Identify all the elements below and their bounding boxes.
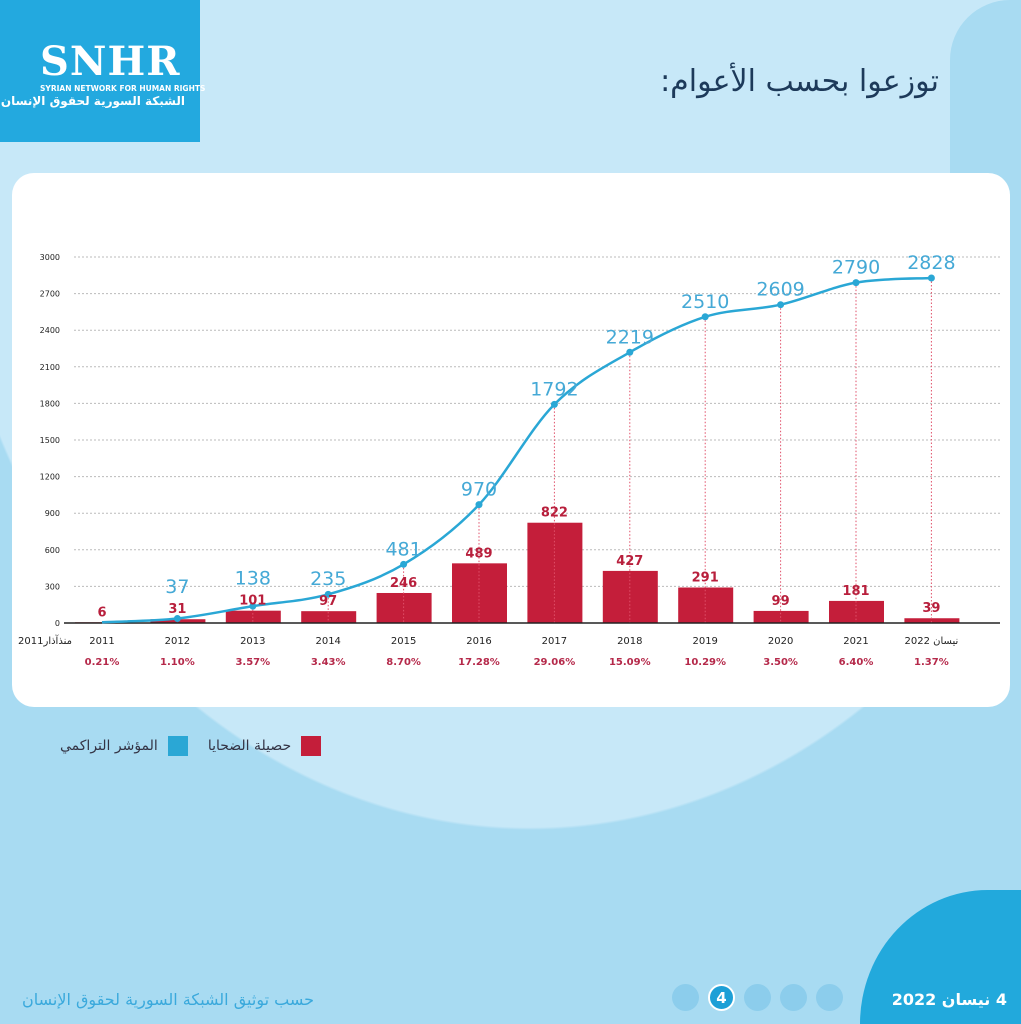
- legend: حصيلة الضحايا المؤشر التراكمي: [60, 736, 322, 756]
- bar-value-label: 6: [97, 605, 106, 620]
- line-value-label: 37: [165, 576, 189, 598]
- bar-value-label: 427: [616, 554, 643, 569]
- bar-value-label: 39: [922, 601, 940, 616]
- y-tick-label: 1800: [40, 399, 60, 408]
- x-tick-label: 2020: [768, 636, 793, 647]
- bar-value-label: 101: [239, 594, 266, 609]
- chart-card: 0 300 600 900 1200 1500 1800 2100 2400 2700 3000 37…: [12, 173, 1010, 707]
- line-value-label: 2510: [681, 291, 729, 313]
- line-value-label: 2609: [756, 279, 804, 301]
- line-point: [550, 400, 558, 408]
- percent-label: 10.29%: [684, 657, 726, 668]
- page-dot[interactable]: [672, 984, 699, 1011]
- bar-value-label: 31: [168, 602, 186, 617]
- bar-value-label: 97: [319, 594, 337, 609]
- x-tick-label: 2021: [843, 636, 868, 647]
- cumulative-line: [101, 276, 932, 624]
- bar-value-label: 246: [390, 576, 417, 591]
- line-point: [852, 279, 860, 287]
- percent-label: 3.50%: [763, 657, 798, 668]
- page-title: توزعوا بحسب الأعوام:: [660, 64, 939, 99]
- x-tick-label: 2011: [89, 636, 114, 647]
- bar: [904, 618, 960, 623]
- y-tick-label: 3000: [40, 253, 60, 262]
- y-tick-label: 2100: [40, 363, 60, 372]
- percent-label: 17.28%: [458, 657, 500, 668]
- line-point: [173, 614, 181, 622]
- percent-label: 0.21%: [85, 657, 120, 668]
- line-point: [777, 301, 785, 309]
- y-tick-label: 2400: [40, 326, 60, 335]
- y-tick-label: 2700: [40, 290, 60, 299]
- page-dot-active[interactable]: 4: [708, 984, 735, 1011]
- chart: 0 300 600 900 1200 1500 1800 2100 2400 2700 3000 37…: [18, 252, 1000, 668]
- legend-item-line: المؤشر التراكمي: [60, 736, 188, 756]
- legend-label: حصيلة الضحايا: [207, 738, 292, 754]
- y-tick-label: 300: [45, 582, 60, 591]
- y-tick-label: 900: [45, 509, 60, 518]
- legend-swatch-blue: [167, 736, 188, 756]
- y-tick-label: 0: [55, 619, 60, 628]
- percent-label: 6.40%: [839, 657, 874, 668]
- line-value-label: 481: [385, 538, 421, 560]
- bar-value-label: 99: [772, 594, 790, 609]
- logo-english: SYRIAN NETWORK FOR HUMAN RIGHTS: [40, 84, 206, 93]
- percent-label: 3.43%: [311, 657, 346, 668]
- percent-label: 8.70%: [386, 657, 421, 668]
- line-value-label: 970: [461, 479, 497, 501]
- bar-value-label: 822: [541, 506, 568, 521]
- footer-source: حسب توثيق الشبكة السورية لحقوق الإنسان: [22, 990, 314, 1009]
- page-dot[interactable]: [816, 984, 843, 1011]
- x-tick-label: 2019: [692, 636, 717, 647]
- legend-item-bars: حصيلة الضحايا: [207, 736, 322, 756]
- y-tick-label: 1500: [40, 436, 60, 445]
- bar-value-label: 291: [692, 570, 719, 585]
- page-dot[interactable]: [780, 984, 807, 1011]
- x-tick-label: 2013: [240, 636, 265, 647]
- percent-label: 29.06%: [534, 657, 576, 668]
- bar: [301, 611, 357, 623]
- y-tick-label: 600: [45, 546, 60, 555]
- bar: [602, 570, 658, 623]
- line-point: [927, 274, 935, 282]
- percent-label: 1.37%: [914, 657, 949, 668]
- legend-label: المؤشر التراكمي: [60, 738, 158, 754]
- line-point: [626, 348, 634, 356]
- x-tick-label: نيسان 2022: [905, 636, 959, 647]
- line-point: [249, 602, 257, 610]
- bar-value-label: 181: [842, 584, 869, 599]
- logo: SNHR SYRIAN NETWORK FOR HUMAN RIGHTS الش…: [0, 0, 205, 142]
- x-tick-label: 2017: [542, 636, 567, 647]
- logo-mark: SNHR: [40, 38, 181, 85]
- line-value-label: 138: [235, 568, 271, 590]
- x-tick-label: 2012: [165, 636, 190, 647]
- line-value-label: 2828: [907, 252, 955, 274]
- footer-date: 4 نيسان 2022: [891, 990, 1007, 1009]
- x-tick-label: 2014: [315, 636, 340, 647]
- bar: [376, 592, 432, 623]
- pagination: 4: [672, 984, 843, 1011]
- line-point: [701, 313, 709, 321]
- line-value-label: 1792: [530, 378, 578, 400]
- page-dot[interactable]: [744, 984, 771, 1011]
- x-tick-label: 2018: [617, 636, 642, 647]
- line-value-label: 2790: [832, 257, 880, 279]
- x-tick-label: 2016: [466, 636, 491, 647]
- line-point: [400, 560, 408, 568]
- line-point: [324, 590, 332, 598]
- percent-label: 1.10%: [160, 657, 195, 668]
- logo-arabic: الشبكة السورية لحقوق الإنسان: [0, 94, 185, 108]
- percent-label: 15.09%: [609, 657, 651, 668]
- bar-value-label: 489: [465, 546, 492, 561]
- line-point: [475, 501, 483, 509]
- legend-swatch-red: [301, 736, 322, 756]
- percent-label: 3.57%: [235, 657, 270, 668]
- line-value-label: 235: [310, 568, 346, 590]
- x-tick-label: 2015: [391, 636, 416, 647]
- x-prefix-label: منذآذار2011: [18, 634, 72, 647]
- line-value-label: 2219: [606, 326, 654, 348]
- y-tick-label: 1200: [40, 473, 60, 482]
